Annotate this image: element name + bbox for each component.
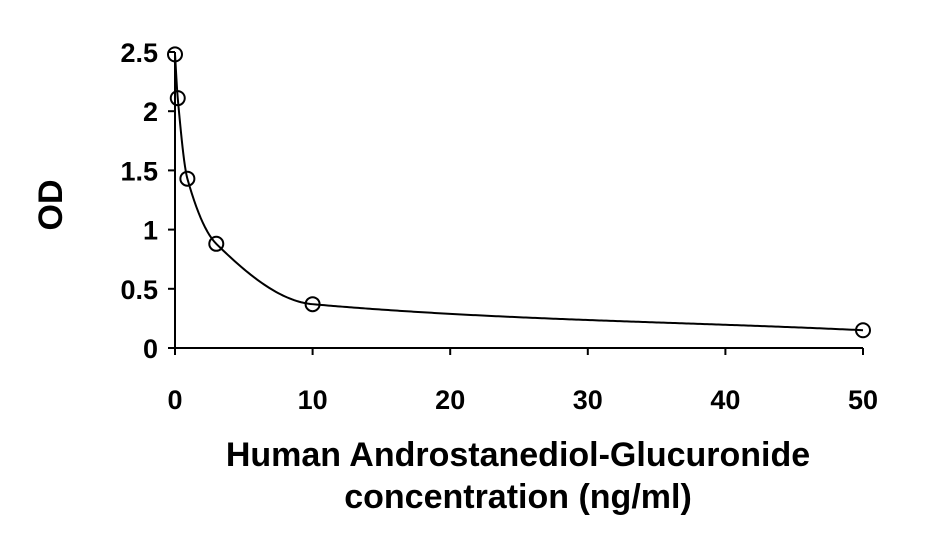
y-tick-label: 0 [143, 334, 158, 364]
x-tick-label: 20 [435, 385, 465, 415]
y-tick-label: 0.5 [120, 275, 158, 305]
x-axis-title-line-1: Human Androstanediol-Glucuronide [226, 436, 810, 474]
y-axis-ticks: 0 0.5 1 1.5 2 2.5 [120, 38, 175, 364]
x-tick-label: 10 [298, 385, 328, 415]
x-tick-label: 40 [710, 385, 740, 415]
y-axis-title: OD [32, 180, 70, 231]
x-tick-label: 0 [167, 385, 182, 415]
axes [174, 52, 863, 349]
y-tick-label: 1.5 [120, 156, 158, 186]
data-point-marker [169, 90, 186, 107]
y-tick-label: 2 [143, 97, 158, 127]
x-axis-ticks: 0 10 20 30 40 50 [167, 348, 878, 415]
x-axis-title-line-2: concentration (ng/ml) [344, 478, 692, 516]
fit-curve-line [174, 54, 864, 332]
y-tick-label: 2.5 [120, 38, 158, 68]
y-tick-label: 1 [143, 216, 158, 246]
data-point-marker [304, 296, 321, 313]
data-point-marker [179, 170, 196, 187]
x-tick-label: 50 [848, 385, 878, 415]
data-points [167, 46, 871, 339]
data-point-marker [167, 46, 183, 63]
data-point-marker [208, 235, 225, 252]
data-point-marker [855, 322, 871, 339]
x-tick-label: 30 [573, 385, 603, 415]
